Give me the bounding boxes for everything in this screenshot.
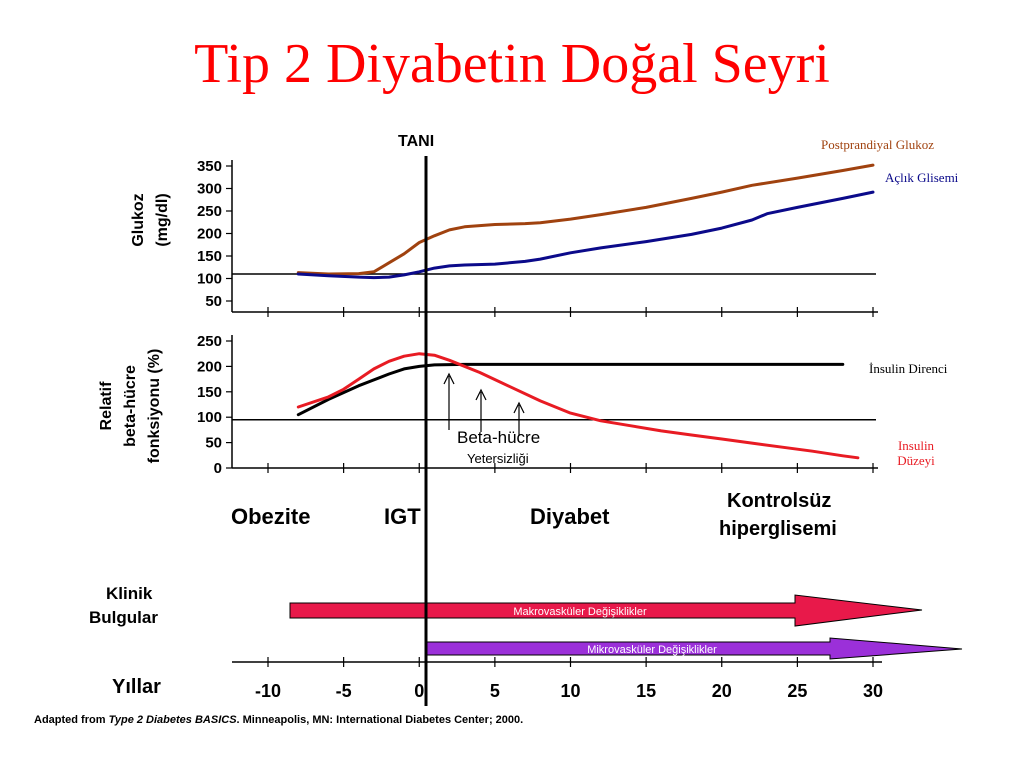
beta-cell-arrows [443, 372, 525, 436]
beta-axis-title-line2: beta-hücre [122, 365, 139, 447]
beta-axis-title: Relatif beta-hücre fonksiyonu (%) [95, 321, 175, 491]
glucose-y-tick-label: 350 [197, 158, 222, 175]
years-tick-label: -10 [255, 681, 281, 701]
stage-uncontrolled-line1: Kontrolsüz [727, 490, 832, 512]
years-tick-label: 15 [636, 681, 656, 701]
microvascular-label: Mikrovasküler Değişiklikler [587, 644, 717, 656]
beta-y-tick-label: 0 [214, 460, 222, 477]
legend-insulin-resistance: İnsulin Direnci [869, 361, 948, 376]
years-tick-label: 5 [490, 681, 500, 701]
macrovascular-arrow [289, 594, 923, 627]
beta-cell-label-line2: Yetersizliği [467, 451, 529, 466]
source-citation: Adapted from Type 2 Diabetes BASICS. Min… [34, 714, 523, 726]
legend-insulin-level-text: Insulin Düzeyi [897, 438, 935, 468]
glucose-series-2-line [296, 190, 875, 280]
beta-arrow-3-head [513, 401, 525, 414]
stage-uncontrolled-line2: hiperglisemi [719, 518, 837, 540]
series-layer [296, 163, 875, 460]
beta-series-2-line [296, 352, 860, 460]
clinical-label-line2: Bulgular [89, 608, 158, 627]
beta-y-tick-label: 100 [197, 409, 222, 426]
clinical-label-line1: Klinik [106, 584, 153, 603]
citation-suffix: . Minneapolis, MN: International Diabete… [236, 714, 524, 726]
beta-cell-label-line1: Beta-hücre [457, 428, 541, 447]
years-tick-label: 30 [863, 681, 883, 701]
glucose-axis-title: Glukoz (mg/dl) [127, 155, 183, 285]
years-tick-label: 20 [712, 681, 732, 701]
beta-y-tick-label: 200 [197, 358, 222, 375]
legend-insulin-level: Insulin Düzeyi [890, 438, 942, 468]
beta-y-tick-label: 50 [205, 435, 222, 452]
beta-axis-title-line3: fonksiyonu (%) [146, 348, 163, 464]
stage-diabetes: Diyabet [530, 504, 610, 529]
beta-y-tick-label: 250 [197, 333, 222, 350]
glucose-y-tick-label: 50 [205, 293, 222, 310]
glucose-y-tick-label: 200 [197, 226, 222, 243]
years-label: Yıllar [112, 676, 161, 698]
legend-postprandial: Postprandiyal Glukoz [821, 137, 935, 152]
citation-prefix: Adapted from [34, 714, 109, 726]
microvascular-arrow [425, 637, 963, 660]
macrovascular-label: Makrovasküler Değişiklikler [513, 606, 647, 618]
beta-y-tick-label: 150 [197, 384, 222, 401]
years-tick-label: 0 [414, 681, 424, 701]
diagnosis-label: TANI [398, 133, 435, 150]
glucose-y-tick-label: 150 [197, 248, 222, 265]
years-tick-label: 10 [560, 681, 580, 701]
beta-arrow-2-head [475, 388, 487, 401]
glucose-y-tick-label: 300 [197, 181, 222, 198]
years-tick-label: -5 [336, 681, 352, 701]
glucose-axis-title-line1: Glukoz [130, 193, 147, 247]
slide-title: Tip 2 Diyabetin Doğal Seyri [194, 33, 830, 95]
legend-fasting: Açlık Glisemi [885, 170, 959, 185]
glucose-y-tick-label: 250 [197, 203, 222, 220]
glucose-series-1-line [296, 163, 875, 276]
stage-igt: IGT [384, 504, 421, 529]
glucose-axis-title-line2: (mg/dl) [154, 193, 171, 247]
beta-series-1-line [296, 362, 845, 417]
stage-obesity: Obezite [231, 504, 311, 529]
citation-title: Type 2 Diabetes BASICS [108, 714, 237, 726]
beta-axis-title-line1: Relatif [98, 381, 115, 431]
glucose-y-tick-label: 100 [197, 271, 222, 288]
beta-arrow-1-head [443, 372, 455, 385]
years-tick-label: 25 [787, 681, 807, 701]
